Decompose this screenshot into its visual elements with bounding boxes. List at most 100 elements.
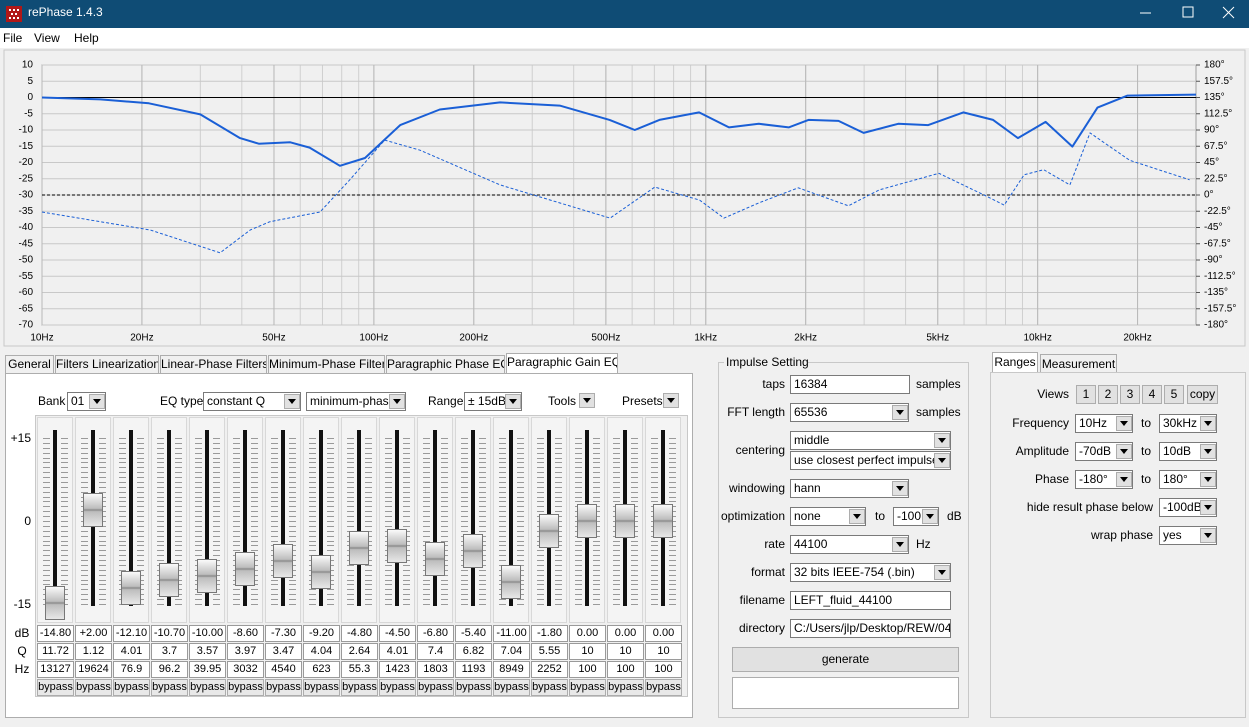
- bypass-button[interactable]: bypass: [607, 679, 644, 696]
- text-field[interactable]: C:/Users/jlp/Desktop/REW/04052: [790, 619, 951, 638]
- value-cell[interactable]: 10: [645, 643, 682, 660]
- view-button[interactable]: 1: [1076, 385, 1096, 404]
- dropdown[interactable]: -100: [893, 507, 939, 526]
- bypass-button[interactable]: bypass: [341, 679, 378, 696]
- value-cell[interactable]: 19624: [75, 661, 112, 678]
- value-cell[interactable]: -4.80: [341, 625, 378, 642]
- value-cell[interactable]: -10.00: [189, 625, 226, 642]
- bypass-button[interactable]: bypass: [113, 679, 150, 696]
- dropdown-arrow[interactable]: [284, 394, 300, 409]
- dropdown[interactable]: minimum-phase: [306, 392, 406, 411]
- dropdown-arrow[interactable]: [934, 453, 950, 468]
- value-cell[interactable]: 3.47: [265, 643, 302, 660]
- tab[interactable]: Linear-Phase Filters: [160, 355, 267, 373]
- dropdown[interactable]: hann: [790, 479, 909, 498]
- value-cell[interactable]: 3.97: [227, 643, 264, 660]
- slider-knob[interactable]: [83, 492, 103, 527]
- tab[interactable]: Filters Linearization: [55, 355, 159, 373]
- view-button[interactable]: 3: [1120, 385, 1140, 404]
- value-cell[interactable]: 7.04: [493, 643, 530, 660]
- dropdown-arrow[interactable]: [849, 509, 865, 524]
- copy-button[interactable]: copy: [1187, 385, 1218, 404]
- dropdown[interactable]: 32 bits IEEE-754 (.bin): [790, 563, 951, 582]
- value-cell[interactable]: 4540: [265, 661, 302, 678]
- value-cell[interactable]: 11.72: [37, 643, 74, 660]
- dropdown-arrow[interactable]: [892, 481, 908, 496]
- slider-knob[interactable]: [387, 528, 407, 563]
- value-cell[interactable]: 8949: [493, 661, 530, 678]
- text-field[interactable]: LEFT_fluid_44100: [790, 591, 951, 610]
- value-cell[interactable]: -7.30: [265, 625, 302, 642]
- dropdown-arrow[interactable]: [389, 394, 405, 409]
- dropdown-arrow[interactable]: [892, 537, 908, 552]
- slider-knob[interactable]: [463, 533, 483, 568]
- value-cell[interactable]: 5.55: [531, 643, 568, 660]
- bypass-button[interactable]: bypass: [227, 679, 264, 696]
- value-cell[interactable]: -11.00: [493, 625, 530, 642]
- dropdown[interactable]: -100dB: [1159, 498, 1217, 517]
- value-cell[interactable]: 13127: [37, 661, 74, 678]
- menu-item[interactable]: Help: [74, 31, 99, 45]
- slider-knob[interactable]: [577, 504, 597, 538]
- bypass-button[interactable]: bypass: [265, 679, 302, 696]
- slider-knob[interactable]: [121, 570, 141, 605]
- tab[interactable]: Minimum-Phase Filters: [268, 355, 385, 373]
- dropdown[interactable]: 44100: [790, 535, 909, 554]
- value-cell[interactable]: +2.00: [75, 625, 112, 642]
- dropdown-arrow[interactable]: [892, 405, 908, 420]
- slider-knob[interactable]: [349, 530, 369, 565]
- value-cell[interactable]: 3.57: [189, 643, 226, 660]
- value-cell[interactable]: 100: [645, 661, 682, 678]
- tab[interactable]: Paragraphic Phase EQ: [386, 355, 505, 373]
- dropdown[interactable]: 10dB: [1159, 442, 1217, 461]
- view-button[interactable]: 2: [1098, 385, 1118, 404]
- maximize-button[interactable]: [1182, 6, 1194, 18]
- dropdown[interactable]: middle: [790, 431, 951, 450]
- close-button[interactable]: [1222, 6, 1235, 19]
- bypass-button[interactable]: bypass: [189, 679, 226, 696]
- value-cell[interactable]: 0.00: [569, 625, 606, 642]
- bypass-button[interactable]: bypass: [417, 679, 454, 696]
- value-cell[interactable]: 1803: [417, 661, 454, 678]
- value-cell[interactable]: -6.80: [417, 625, 454, 642]
- value-cell[interactable]: 6.82: [455, 643, 492, 660]
- tab[interactable]: Measurement: [1040, 354, 1117, 373]
- menu-item[interactable]: File: [3, 31, 23, 45]
- value-cell[interactable]: 100: [569, 661, 606, 678]
- slider-knob[interactable]: [197, 559, 217, 594]
- value-cell[interactable]: 623: [303, 661, 340, 678]
- value-cell[interactable]: 3.7: [151, 643, 188, 660]
- dropdown-arrow[interactable]: [1200, 472, 1216, 487]
- value-cell[interactable]: 55.3: [341, 661, 378, 678]
- view-button[interactable]: 4: [1142, 385, 1162, 404]
- value-cell[interactable]: 39.95: [189, 661, 226, 678]
- dropdown-arrow[interactable]: [934, 565, 950, 580]
- value-cell[interactable]: 0.00: [645, 625, 682, 642]
- dropdown-arrow[interactable]: [1200, 500, 1216, 515]
- dropdown[interactable]: use closest perfect impulse: [790, 451, 951, 470]
- slider-knob[interactable]: [311, 554, 331, 589]
- dropdown-arrow[interactable]: [1116, 444, 1132, 459]
- dropdown-arrow[interactable]: [1200, 416, 1216, 431]
- value-cell[interactable]: -14.80: [37, 625, 74, 642]
- bypass-button[interactable]: bypass: [531, 679, 568, 696]
- value-cell[interactable]: 10: [607, 643, 644, 660]
- dropdown[interactable]: 10Hz: [1075, 414, 1133, 433]
- view-button[interactable]: 5: [1164, 385, 1184, 404]
- slider-knob[interactable]: [425, 541, 445, 576]
- tab[interactable]: General: [5, 355, 54, 373]
- dropdown[interactable]: 30kHz: [1159, 414, 1217, 433]
- value-cell[interactable]: 1193: [455, 661, 492, 678]
- value-cell[interactable]: -10.70: [151, 625, 188, 642]
- slider-knob[interactable]: [653, 504, 673, 538]
- value-cell[interactable]: -12.10: [113, 625, 150, 642]
- value-cell[interactable]: -4.50: [379, 625, 416, 642]
- slider-knob[interactable]: [45, 585, 65, 620]
- dropdown-arrow[interactable]: [922, 509, 938, 524]
- slider-knob[interactable]: [615, 504, 635, 538]
- text-field[interactable]: 16384: [790, 375, 910, 394]
- dropdown-arrow[interactable]: [1200, 444, 1216, 459]
- value-cell[interactable]: 1.12: [75, 643, 112, 660]
- value-cell[interactable]: 100: [607, 661, 644, 678]
- value-cell[interactable]: 10: [569, 643, 606, 660]
